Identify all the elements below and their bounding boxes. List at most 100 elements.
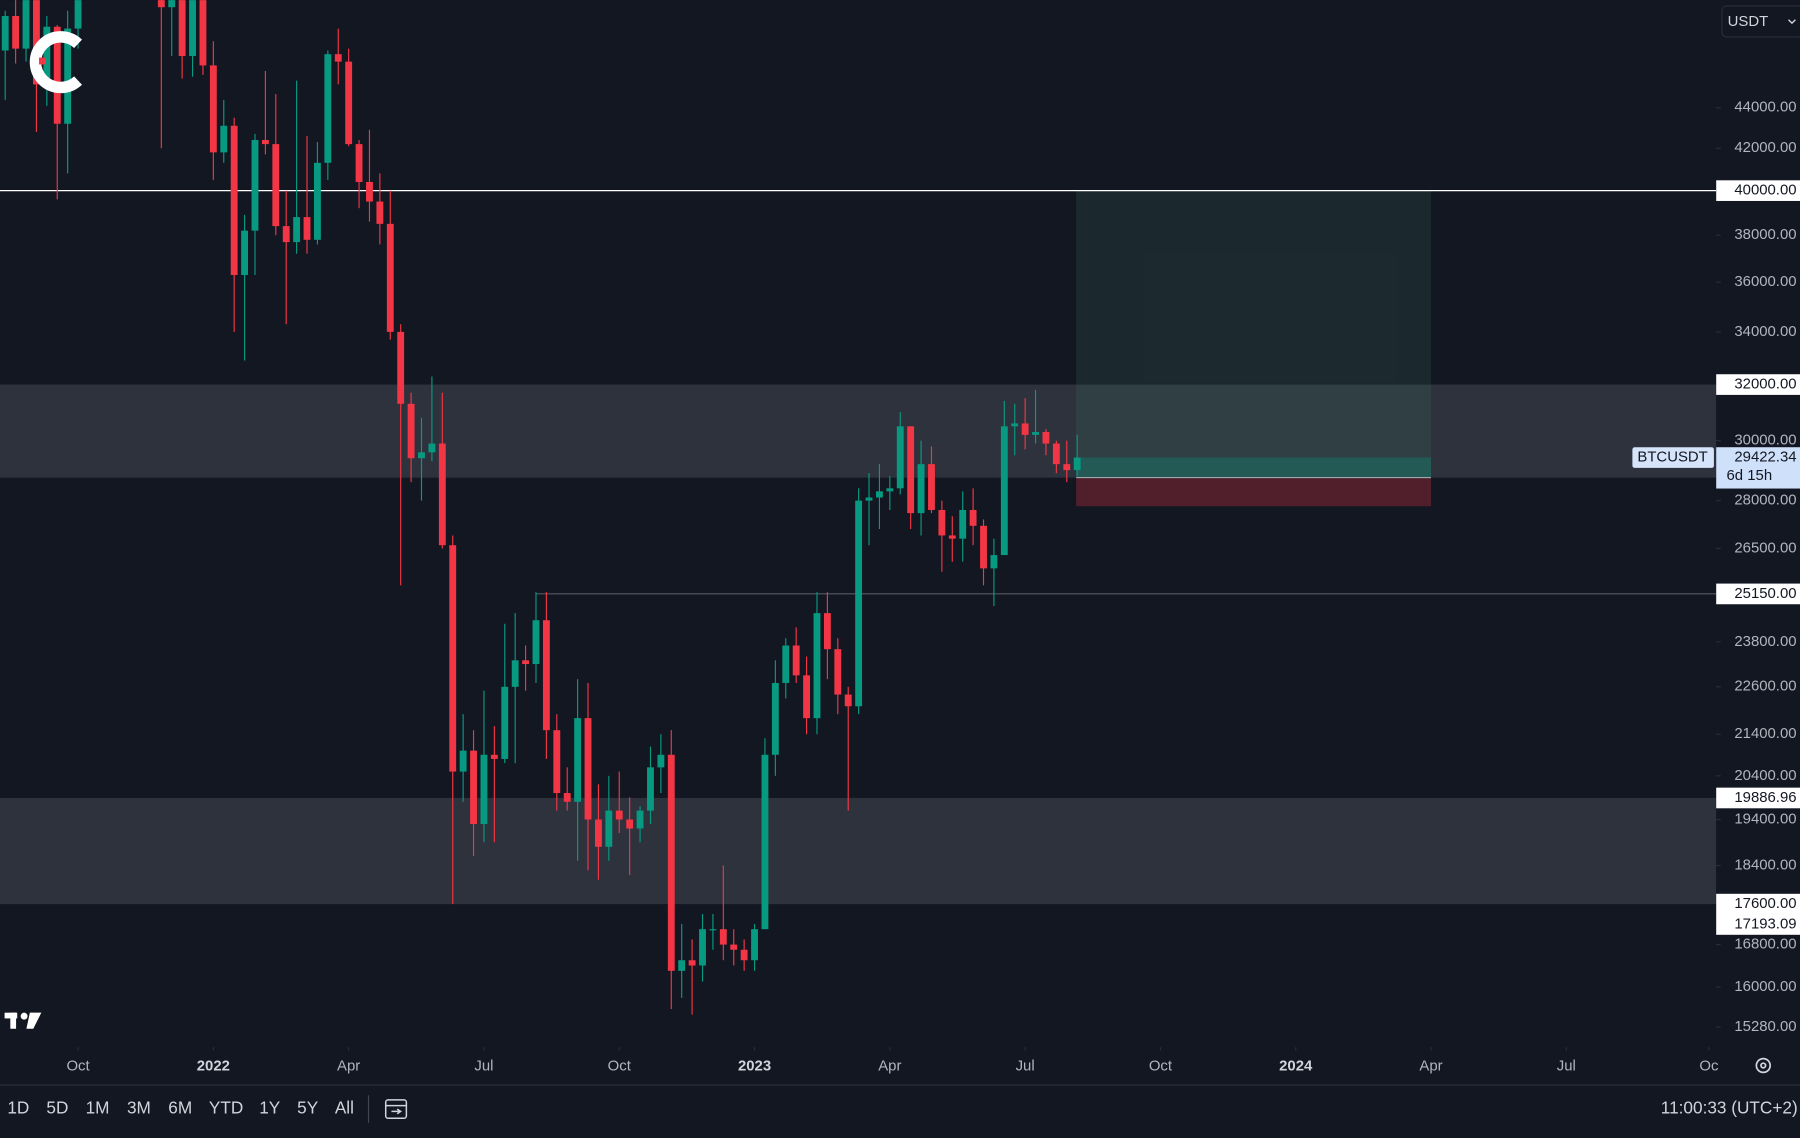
candle-body bbox=[626, 819, 634, 829]
x-tick-label: Oct bbox=[1149, 1058, 1173, 1075]
candle-body bbox=[12, 16, 20, 49]
range-button[interactable]: 5Y bbox=[297, 1098, 319, 1118]
candle-body bbox=[823, 613, 831, 650]
candle-body bbox=[189, 0, 196, 57]
price-axis: 44000.00 42000.00 38000.00 36000.00 34000.00… bbox=[66, 99, 1800, 1075]
range-button[interactable]: 3M bbox=[127, 1098, 151, 1118]
x-tick-label: Apr bbox=[337, 1058, 360, 1075]
x-tick-label: 2023 bbox=[738, 1058, 771, 1075]
candle-body bbox=[407, 403, 415, 459]
y-tick-label: 42000.00 bbox=[1734, 139, 1796, 156]
candle-body bbox=[813, 613, 821, 719]
level-label-box bbox=[1716, 914, 1800, 935]
range-button[interactable]: 1Y bbox=[259, 1098, 281, 1118]
range-button[interactable]: 6M bbox=[168, 1098, 192, 1118]
candle-body bbox=[241, 230, 249, 275]
candle-body bbox=[584, 718, 592, 820]
x-tick-label: Oct bbox=[608, 1058, 632, 1075]
candle-body bbox=[928, 464, 935, 510]
y-tick-label: 36000.00 bbox=[1734, 273, 1796, 290]
candle-body bbox=[751, 929, 758, 961]
range-button[interactable]: All bbox=[335, 1098, 354, 1118]
candle-body bbox=[657, 754, 665, 768]
y-tick-label: 28000.00 bbox=[1734, 492, 1796, 509]
symbol-label-box bbox=[1632, 447, 1714, 468]
y-tick-label: 34000.00 bbox=[1734, 323, 1796, 340]
y-tick-label: 38000.00 bbox=[1734, 226, 1796, 243]
x-tick-label: Apr bbox=[878, 1058, 901, 1075]
candle-body bbox=[1052, 443, 1060, 465]
candle-body bbox=[261, 139, 269, 145]
position-stop-zone bbox=[1076, 477, 1432, 507]
candle-body bbox=[480, 754, 488, 825]
settings-icon[interactable] bbox=[1755, 1057, 1772, 1074]
currency-selector[interactable] bbox=[1721, 5, 1800, 38]
candle-body bbox=[470, 750, 477, 825]
candle-body bbox=[990, 555, 998, 569]
position-target-zone bbox=[1076, 190, 1432, 478]
candle-body bbox=[366, 181, 373, 202]
candle-body bbox=[709, 929, 717, 931]
candle-body bbox=[1000, 426, 1008, 556]
candle-body bbox=[418, 452, 425, 459]
x-tick-label: Jul bbox=[474, 1058, 493, 1075]
candle-body bbox=[553, 730, 561, 794]
candle-body bbox=[501, 686, 509, 759]
candle-body bbox=[178, 0, 186, 57]
candle-body bbox=[980, 525, 987, 569]
candle-body bbox=[532, 620, 540, 665]
candle-body bbox=[199, 0, 207, 66]
candle-body bbox=[397, 331, 405, 404]
candle-body bbox=[220, 125, 228, 153]
y-tick-label: 23800.00 bbox=[1734, 633, 1796, 650]
range-button[interactable]: YTD bbox=[209, 1098, 243, 1118]
candle-body bbox=[168, 0, 176, 8]
y-tick-label: 15280.00 bbox=[1734, 1018, 1796, 1035]
candle-body bbox=[1011, 423, 1019, 427]
zone bbox=[0, 384, 1717, 478]
candle-body bbox=[834, 649, 842, 695]
x-tick-label: Oct bbox=[66, 1058, 90, 1075]
candle-body bbox=[64, 28, 72, 124]
candle-body bbox=[948, 535, 956, 539]
logo bbox=[29, 31, 82, 94]
candle-body bbox=[1042, 432, 1050, 444]
candle-body bbox=[563, 793, 571, 802]
candle-body bbox=[740, 949, 748, 961]
candle-body bbox=[1021, 423, 1029, 435]
candle-body bbox=[605, 810, 613, 847]
candle-body bbox=[157, 0, 165, 8]
currency-label[interactable]: USDT bbox=[1728, 13, 1769, 30]
level-label-box bbox=[1716, 583, 1800, 605]
candle-body bbox=[542, 620, 550, 731]
range-button[interactable]: 1D bbox=[7, 1098, 29, 1118]
range-button[interactable]: 1M bbox=[86, 1098, 110, 1118]
candle-body bbox=[1063, 464, 1071, 471]
candle-body bbox=[522, 660, 530, 665]
x-tick-label: Oc bbox=[1699, 1058, 1719, 1075]
candle-body bbox=[1073, 457, 1081, 471]
candle-body bbox=[792, 645, 800, 676]
x-tick-label: Jul bbox=[1016, 1058, 1035, 1075]
candle-body bbox=[428, 443, 436, 453]
candle-body bbox=[324, 54, 332, 163]
candle-body bbox=[376, 201, 384, 224]
x-tick-label: 2024 bbox=[1279, 1058, 1313, 1075]
range-button[interactable]: 5D bbox=[46, 1098, 68, 1118]
candle-body bbox=[355, 144, 363, 182]
candle-body bbox=[345, 61, 353, 145]
candle-body bbox=[74, 0, 82, 29]
level-label: 32000.00 bbox=[1734, 376, 1796, 393]
candle-body bbox=[303, 217, 311, 240]
dropdown-arrow bbox=[1788, 19, 1796, 25]
level-label: 40000.00 bbox=[1734, 182, 1796, 199]
candle-body bbox=[917, 464, 925, 514]
clock: 11:00:33 (UTC+2) bbox=[1661, 1098, 1798, 1118]
calendar-icon[interactable] bbox=[384, 1099, 408, 1120]
candle-body bbox=[53, 26, 61, 124]
candle-body bbox=[938, 509, 946, 536]
candle-body bbox=[761, 754, 769, 930]
candle-body bbox=[272, 144, 280, 227]
